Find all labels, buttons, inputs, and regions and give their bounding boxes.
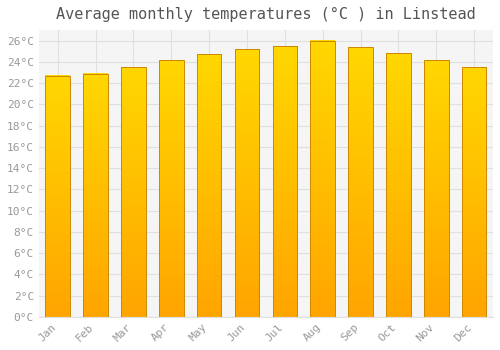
Bar [462,67,486,317]
Bar [159,60,184,317]
Bar [84,74,108,317]
Title: Average monthly temperatures (°C ) in Linstead: Average monthly temperatures (°C ) in Li… [56,7,476,22]
Bar [234,49,260,317]
Bar [386,54,410,317]
Bar [348,47,373,317]
Bar [46,76,70,317]
Bar [310,41,335,317]
Bar [197,55,222,317]
Bar [121,67,146,317]
Bar [272,46,297,317]
Bar [424,60,448,317]
